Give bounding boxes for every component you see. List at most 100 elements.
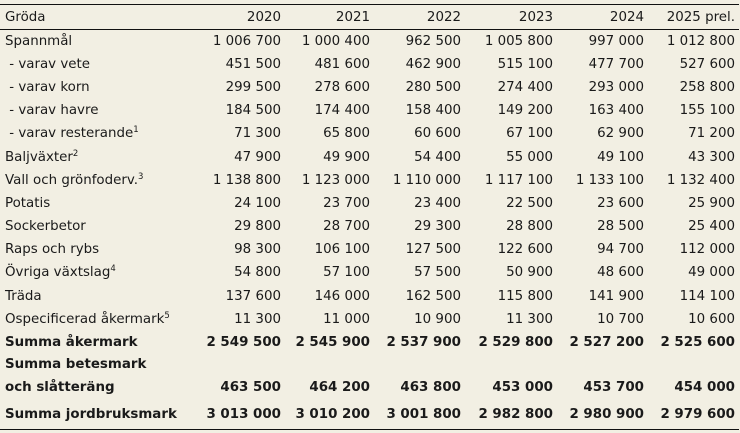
footnote-marker: 5 — [164, 310, 170, 321]
cell-value: 62 900 — [597, 126, 644, 142]
cell-value: 55 000 — [506, 149, 553, 165]
cell-value: 477 700 — [588, 56, 644, 72]
footnote-marker: 1 — [133, 125, 139, 136]
row-label-text: Vall och grönfoderv. — [5, 172, 139, 188]
cell-value: 94 700 — [597, 242, 644, 258]
cell-value: 50 900 — [506, 265, 553, 281]
cell-value: 49 000 — [688, 265, 735, 281]
cell-value: 49 900 — [323, 149, 370, 165]
cell-value: 48 600 — [597, 265, 644, 281]
cell-value: 1 132 400 — [666, 172, 735, 188]
row-label: Vall och grönfoderv.3 — [0, 169, 192, 192]
cell-value: 98 300 — [234, 242, 281, 258]
cell-value: 997 000 — [588, 33, 644, 49]
table-body: Spannmål 1 006 700 1 000 400 962 500 1 005 8… — [0, 30, 739, 431]
cell-value: 2 537 900 — [386, 334, 461, 350]
cell-value: 293 000 — [588, 79, 644, 95]
header-year: 2022 — [374, 4, 465, 30]
row-label: Sockerbetor — [0, 215, 192, 238]
cell-value: 258 800 — [679, 79, 735, 95]
cell-value: 57 500 — [414, 265, 461, 281]
cell-value: 137 600 — [225, 288, 281, 304]
cell-value: 2 979 600 — [648, 399, 739, 431]
crop-area-table: Gröda 2020 2021 2022 2023 2024 2025 prel… — [0, 4, 739, 431]
cell-value: 25 900 — [688, 195, 735, 211]
cell-value: 28 700 — [323, 219, 370, 235]
cell-value: 1 123 000 — [301, 172, 370, 188]
cell-value: 155 100 — [679, 103, 735, 119]
cell-value: 2 980 900 — [557, 399, 648, 431]
table-row: - varav vete 451 500 481 600 462 900 515 100… — [0, 53, 739, 76]
cell-value: 149 200 — [497, 103, 553, 119]
cell-value: 462 900 — [405, 56, 461, 72]
row-label: - varav resterande1 — [0, 122, 192, 145]
cell-value: 11 300 — [234, 311, 281, 327]
row-label: - varav korn — [0, 76, 192, 99]
cell-value: 54 400 — [414, 149, 461, 165]
header-crop: Gröda — [0, 4, 192, 30]
cell-value: 67 100 — [506, 126, 553, 142]
table-row: Potatis 24 100 23 700 23 400 22 500 23 600 25 … — [0, 192, 739, 215]
cell-value: 71 200 — [688, 126, 735, 142]
cell-value: 451 500 — [225, 56, 281, 72]
cell-value: 115 800 — [497, 288, 553, 304]
row-label-text: Baljväxter — [5, 149, 73, 165]
table-row: Raps och rybs 98 300 106 100 127 500 122 600… — [0, 238, 739, 261]
table-row: Vall och grönfoderv.3 1 138 800 1 123 000 1… — [0, 169, 739, 192]
cell-value: 3 010 200 — [285, 399, 374, 431]
row-label: Summa betesmark — [5, 356, 147, 372]
header-year: 2020 — [192, 4, 285, 30]
row-label: Baljväxter2 — [0, 145, 192, 168]
cell-value: 10 900 — [414, 311, 461, 327]
cell-value: 141 900 — [588, 288, 644, 304]
header-row: Gröda 2020 2021 2022 2023 2024 2025 prel… — [0, 4, 739, 30]
cell-value: 174 400 — [314, 103, 370, 119]
row-label: Träda — [0, 285, 192, 308]
cell-value: 106 100 — [314, 242, 370, 258]
table-header: Gröda 2020 2021 2022 2023 2024 2025 prel… — [0, 4, 739, 30]
cell-value: 299 500 — [225, 79, 281, 95]
row-label: Summa åkermark — [5, 334, 138, 350]
cell-value: 3 001 800 — [374, 399, 465, 431]
header-year: 2023 — [465, 4, 557, 30]
cell-value: 2 525 600 — [660, 334, 735, 350]
row-label-text: Spannmål — [5, 33, 73, 49]
row-label-text: Övriga växtslag — [5, 265, 111, 281]
row-label-text: Träda — [5, 288, 42, 304]
cell-value: 453 700 — [583, 379, 644, 395]
cell-value: 57 100 — [323, 265, 370, 281]
cell-value: 28 800 — [506, 219, 553, 235]
row-label: och slåtteräng — [5, 379, 115, 395]
table-row: Sockerbetor 29 800 28 700 29 300 28 800 28 50… — [0, 215, 739, 238]
row-label-text: Potatis — [5, 195, 51, 211]
cell-value: 463 500 — [220, 379, 281, 395]
cell-value: 127 500 — [405, 242, 461, 258]
row-label-text: Ospecificerad åkermark — [5, 311, 165, 327]
header-year: 2024 — [557, 4, 648, 30]
cell-value: 65 800 — [323, 126, 370, 142]
cell-value: 11 300 — [506, 311, 553, 327]
cell-value: 163 400 — [588, 103, 644, 119]
cell-value: 71 300 — [234, 126, 281, 142]
table-row: - varav resterande1 71 300 65 800 60 600 67 … — [0, 122, 739, 145]
cell-value: 2 982 800 — [465, 399, 557, 431]
cell-value: 454 000 — [674, 379, 735, 395]
cell-value: 962 500 — [405, 33, 461, 49]
cell-value: 162 500 — [405, 288, 461, 304]
cell-value: 2 527 200 — [569, 334, 644, 350]
row-label-text: - varav korn — [5, 79, 90, 95]
cell-value: 23 700 — [323, 195, 370, 211]
row-label-text: Sockerbetor — [5, 219, 86, 235]
cell-value: 23 400 — [414, 195, 461, 211]
row-label-text: Raps och rybs — [5, 242, 100, 258]
cell-value: 1 005 800 — [484, 33, 553, 49]
cell-value: 54 800 — [234, 265, 281, 281]
cell-value: 11 000 — [323, 311, 370, 327]
cell-value: 158 400 — [405, 103, 461, 119]
cell-value: 28 500 — [597, 219, 644, 235]
cell-value: 2 549 500 — [206, 334, 281, 350]
cell-value: 2 545 900 — [295, 334, 370, 350]
cell-value: 10 700 — [597, 311, 644, 327]
cell-value: 463 800 — [400, 379, 461, 395]
